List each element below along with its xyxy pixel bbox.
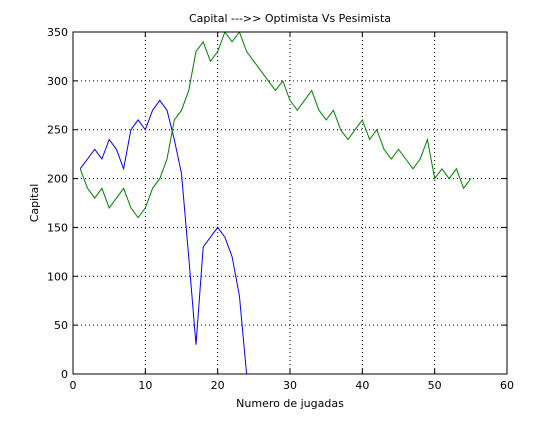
axes-frame bbox=[72, 31, 508, 375]
chart-title: Capital --->> Optimista Vs Pesimista bbox=[189, 12, 391, 25]
y-tick-label: 100 bbox=[47, 270, 68, 283]
ticks: 0 10 20 30 40 50 60 0 50 100 150 200 250 300 350 bbox=[47, 26, 514, 392]
y-tick-label: 50 bbox=[54, 319, 68, 332]
x-tick-label: 30 bbox=[283, 379, 297, 392]
x-tick-label: 20 bbox=[211, 379, 225, 392]
x-tick-label: 50 bbox=[428, 379, 442, 392]
y-tick-label: 300 bbox=[47, 75, 68, 88]
grid bbox=[73, 32, 507, 374]
series-group bbox=[79, 30, 472, 375]
y-tick-label: 250 bbox=[47, 124, 68, 137]
series-line-1 bbox=[79, 99, 248, 375]
y-tick-label: 350 bbox=[47, 26, 68, 39]
x-tick-label: 10 bbox=[138, 379, 152, 392]
x-axis-label: Numero de jugadas bbox=[236, 397, 344, 410]
y-tick-label: 200 bbox=[47, 173, 68, 186]
x-tick-label: 40 bbox=[355, 379, 369, 392]
y-axis-label: Capital bbox=[28, 184, 41, 223]
x-tick-label: 0 bbox=[70, 379, 77, 392]
x-tick-label: 60 bbox=[500, 379, 514, 392]
y-tick-label: 0 bbox=[61, 368, 68, 381]
series-line-2 bbox=[79, 30, 472, 219]
y-tick-label: 150 bbox=[47, 221, 68, 234]
